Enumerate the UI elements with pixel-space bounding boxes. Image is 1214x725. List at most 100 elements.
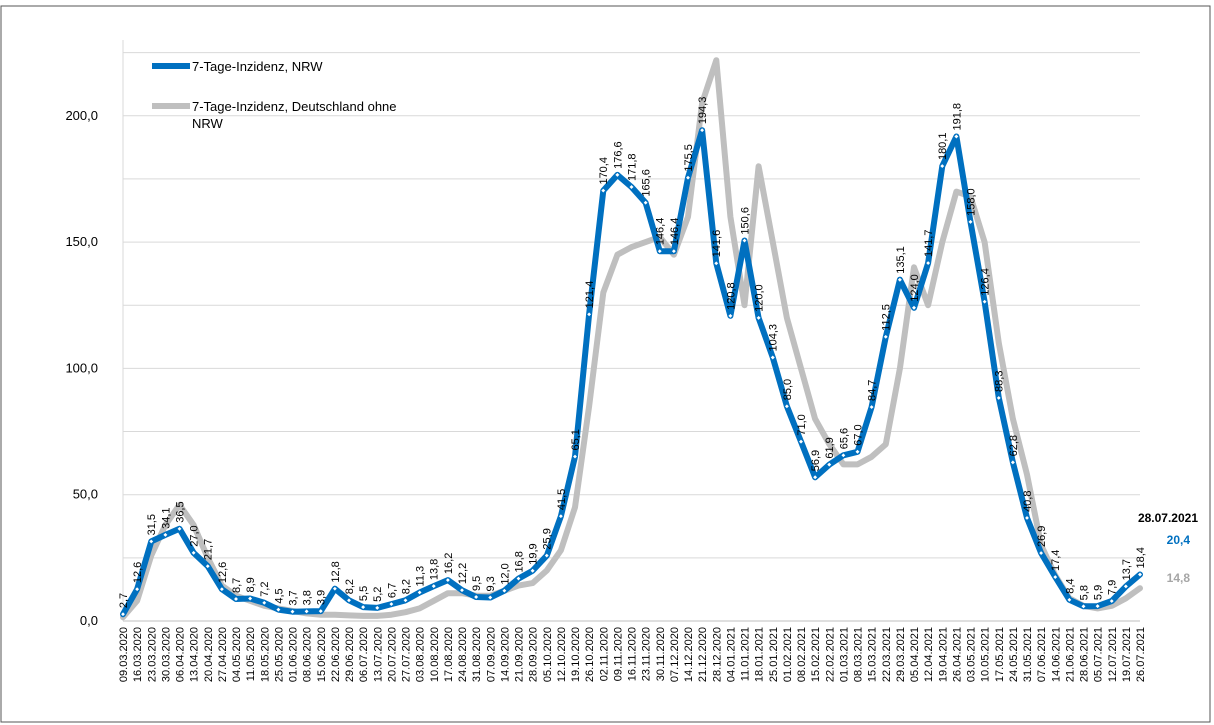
last-date-label: 28.07.2021 xyxy=(1138,511,1198,525)
x-tick-label: 15.06.2020 xyxy=(316,627,328,682)
x-tick-label: 13.04.2020 xyxy=(189,627,201,682)
x-tick-label: 10.05.2021 xyxy=(980,627,992,682)
x-tick-label: 16.11.2020 xyxy=(627,627,639,681)
data-label-nrw: 8,4 xyxy=(1064,578,1076,593)
data-label-nrw: 13,7 xyxy=(1121,559,1133,580)
data-point-nrw xyxy=(275,606,282,613)
x-tick-label: 14.09.2020 xyxy=(499,627,511,682)
x-tick-label: 30.03.2020 xyxy=(160,627,172,682)
data-point-nrw xyxy=(289,608,296,615)
data-point-nrw xyxy=(430,583,437,590)
data-point-nrw xyxy=(882,333,889,340)
x-tick-label: 27.04.2020 xyxy=(217,627,229,682)
data-point-nrw xyxy=(1066,596,1073,603)
x-tick-label: 18.01.2021 xyxy=(754,627,766,682)
data-label-nrw: 67,0 xyxy=(853,424,865,445)
x-tick-label: 20.04.2020 xyxy=(203,627,215,682)
legend-label-nrw: 7-Tage-Inzidenz, NRW xyxy=(192,59,323,74)
data-label-nrw: 171,8 xyxy=(627,153,639,181)
x-tick-label: 06.07.2020 xyxy=(358,627,370,682)
data-label-nrw: 135,1 xyxy=(895,246,907,274)
data-point-nrw xyxy=(854,448,861,455)
x-tick-label: 19.04.2021 xyxy=(937,627,949,682)
data-point-nrw xyxy=(1038,549,1045,557)
data-label-nrw: 18,4 xyxy=(1135,547,1147,568)
data-point-nrw xyxy=(713,260,720,267)
data-point-nrw xyxy=(614,171,621,178)
x-tick-label: 12.04.2021 xyxy=(923,627,935,682)
data-point-nrw xyxy=(402,597,409,604)
data-point-nrw xyxy=(995,394,1002,402)
data-point-nrw xyxy=(925,259,932,267)
x-tick-label: 08.03.2021 xyxy=(853,627,865,682)
data-point-nrw xyxy=(501,587,508,594)
data-label-nrw: 16,8 xyxy=(514,551,526,572)
data-point-nrw xyxy=(826,461,833,468)
x-tick-label: 25.01.2021 xyxy=(768,627,780,682)
legend-label-de: 7-Tage-Inzidenz, Deutschland ohne NRW xyxy=(192,99,400,131)
data-point-nrw xyxy=(571,453,579,460)
data-label-nrw: 120,8 xyxy=(725,282,737,310)
data-label-nrw: 17,4 xyxy=(1050,550,1062,571)
x-tick-label: 02.11.2020 xyxy=(598,627,610,681)
x-tick-label: 29.06.2020 xyxy=(344,627,356,682)
data-point-nrw xyxy=(953,133,960,140)
data-label-nrw: 65,1 xyxy=(570,429,582,450)
data-label-nrw: 176,6 xyxy=(612,141,624,169)
data-label-nrw: 7,2 xyxy=(259,582,271,597)
data-label-nrw: 21,7 xyxy=(203,539,215,560)
x-tick-label: 05.04.2021 xyxy=(909,627,921,682)
data-label-nrw: 146,4 xyxy=(669,218,681,246)
data-label-nrw: 13,8 xyxy=(429,559,441,580)
data-point-nrw xyxy=(261,599,268,606)
data-point-nrw xyxy=(360,604,367,611)
data-point-nrw xyxy=(783,403,790,410)
data-point-nrw xyxy=(1052,573,1059,581)
data-point-nrw xyxy=(727,312,734,319)
x-tick-label: 19.07.2021 xyxy=(1121,627,1133,682)
x-tick-label: 12.10.2020 xyxy=(556,627,568,682)
data-point-nrw xyxy=(134,586,141,593)
data-point-nrw xyxy=(345,597,353,604)
x-tick-label: 26.04.2021 xyxy=(951,627,963,682)
data-point-nrw xyxy=(317,608,324,615)
data-point-nrw xyxy=(176,525,183,532)
data-point-nrw xyxy=(190,549,197,556)
data-point-nrw xyxy=(684,174,692,181)
data-label-nrw: 191,8 xyxy=(951,103,963,131)
data-label-nrw: 8,2 xyxy=(401,579,413,594)
y-tick-label: 150,0 xyxy=(65,234,98,249)
x-tick-label: 21.09.2020 xyxy=(514,627,526,682)
x-tick-label: 24.05.2021 xyxy=(1008,627,1020,682)
data-point-nrw xyxy=(331,585,338,592)
data-label-nrw: 12,2 xyxy=(457,563,469,584)
data-point-nrw xyxy=(148,538,155,545)
data-label-nrw: 5,2 xyxy=(372,587,384,602)
x-tick-label: 03.08.2020 xyxy=(415,627,427,682)
data-label-nrw: 141,7 xyxy=(923,230,935,258)
data-label-nrw: 141,6 xyxy=(711,230,723,258)
x-tick-label: 29.03.2021 xyxy=(895,627,907,682)
data-point-nrw xyxy=(232,595,240,603)
data-point-nrw xyxy=(797,438,805,445)
x-tick-label: 07.06.2021 xyxy=(1036,627,1048,682)
data-point-nrw xyxy=(247,595,254,602)
y-tick-label: 200,0 xyxy=(65,108,98,123)
data-label-nrw: 7,9 xyxy=(1107,580,1119,595)
x-tick-label: 14.06.2021 xyxy=(1050,627,1062,682)
chart-border xyxy=(0,5,1211,723)
x-tick-label: 06.04.2020 xyxy=(175,627,187,682)
data-label-nrw: 126,4 xyxy=(980,268,992,296)
x-tick-label: 23.03.2020 xyxy=(146,627,158,682)
data-point-nrw xyxy=(586,311,593,318)
x-tick-label: 26.07.2021 xyxy=(1135,627,1147,682)
data-label-nrw: 150,6 xyxy=(740,207,752,235)
x-tick-label: 14.12.2020 xyxy=(683,627,695,682)
x-tick-label: 21.12.2020 xyxy=(697,627,709,682)
data-point-nrw xyxy=(543,552,550,559)
x-tick-label: 08.06.2020 xyxy=(302,627,314,682)
data-label-nrw: 6,7 xyxy=(386,583,398,598)
x-tick-label: 20.07.2020 xyxy=(386,627,398,682)
data-label-nrw: 19,9 xyxy=(528,543,540,564)
data-label-nrw: 11,3 xyxy=(415,566,427,587)
